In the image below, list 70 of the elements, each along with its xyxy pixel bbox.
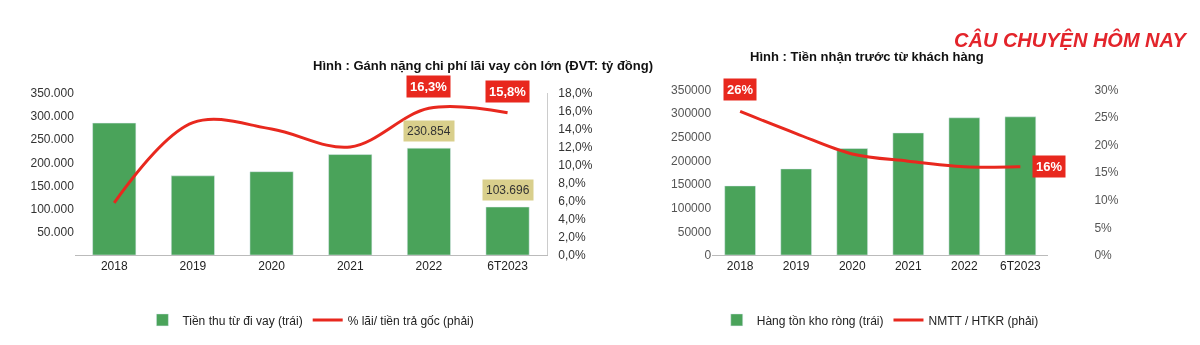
y2-tick-label: 5% — [1094, 220, 1113, 235]
y2-tick-label: 16,0% — [558, 104, 593, 119]
data-label: 26% — [727, 82, 754, 97]
chart-title: Hình : Tiền nhận trước từ khách hàng — [750, 49, 984, 64]
y2-tick-label: 2,0% — [558, 230, 586, 245]
y2-tick-label: 14,0% — [558, 122, 593, 137]
y-tick-label: 200.000 — [30, 155, 75, 170]
bar — [836, 148, 868, 255]
x-tick-label: 2020 — [838, 259, 866, 274]
y-tick-label: 100000 — [671, 200, 712, 215]
bar — [92, 122, 137, 255]
y-tick-label: 250000 — [671, 129, 712, 144]
y-tick-label: 150000 — [671, 177, 712, 192]
x-tick-label: 2022 — [415, 259, 443, 274]
y-tick-label: 50.000 — [37, 225, 75, 240]
x-tick-label: 2022 — [950, 259, 978, 274]
text: CÂU CHUYỆN HÔM NAY — [954, 28, 1188, 51]
y-tick-label: 350.000 — [30, 86, 75, 101]
y-tick-label: 200000 — [671, 153, 712, 168]
bar — [724, 185, 756, 255]
x-tick-label: 2021 — [336, 259, 364, 274]
y-tick-label: 300000 — [671, 106, 712, 121]
y2-tick-label: 20% — [1094, 137, 1119, 152]
y2-tick-label: 8,0% — [558, 176, 586, 191]
line-series — [738, 109, 1022, 169]
x-tick-label: 2019 — [179, 259, 207, 274]
legend-label: Tiền thu từ đi vay (trái) — [182, 313, 303, 328]
x-tick-label: 6T2023 — [1000, 259, 1042, 274]
data-label: 16% — [1036, 159, 1063, 174]
legend-label: % lãi/ tiền trả gốc (phải) — [347, 313, 474, 328]
y-tick-label: 300.000 — [30, 109, 75, 124]
x-tick-label: 2020 — [258, 259, 286, 274]
legend-label: Hàng tồn kho ròng (trái) — [756, 313, 884, 328]
bar — [407, 147, 451, 255]
bar — [485, 206, 530, 255]
y2-tick-label: 18,0% — [558, 86, 593, 101]
bar — [948, 117, 980, 255]
y-tick-label: 150.000 — [30, 178, 75, 193]
y2-tick-label: 30% — [1094, 82, 1119, 97]
x-tick-label: 2018 — [726, 259, 754, 274]
bar — [780, 168, 812, 255]
y-tick-label: 100.000 — [30, 201, 75, 216]
x-tick-label: 2018 — [100, 259, 128, 274]
chart-title: Hình : Gánh nặng chi phí lãi vay còn lớn (ĐVT: tỷ đồng) — [313, 58, 654, 73]
y2-tick-label: 0% — [1094, 248, 1113, 263]
y2-tick-label: 4,0% — [558, 212, 586, 227]
y-tick-label: 350000 — [671, 82, 712, 97]
bar — [249, 171, 294, 255]
bar — [171, 175, 215, 255]
y2-tick-label: 10% — [1094, 193, 1119, 207]
y2-tick-label: 0,0% — [558, 248, 586, 263]
data-label: 103.696 — [486, 183, 530, 197]
x-tick-label: 2019 — [782, 259, 810, 274]
y2-tick-label: 10,0% — [558, 158, 593, 173]
y2-tick-label: 15% — [1094, 165, 1119, 180]
y-tick-label: 0 — [704, 248, 712, 263]
data-label: 15,8% — [489, 84, 527, 99]
x-tick-label: 6T2023 — [487, 259, 529, 274]
bar — [892, 132, 924, 255]
data-label: 16,3% — [410, 79, 448, 94]
bar — [328, 154, 373, 255]
data-label: 230.854 — [407, 124, 451, 138]
y2-tick-label: 6,0% — [558, 194, 586, 209]
x-tick-label: 2021 — [894, 259, 922, 274]
y2-tick-label: 12,0% — [558, 140, 593, 155]
y2-tick-label: 25% — [1094, 110, 1119, 125]
y-tick-label: 50000 — [677, 224, 712, 239]
bar — [1004, 116, 1037, 255]
legend-label: NMTT / HTKR (phải) — [928, 313, 1039, 328]
y-tick-label: 250.000 — [30, 132, 75, 147]
